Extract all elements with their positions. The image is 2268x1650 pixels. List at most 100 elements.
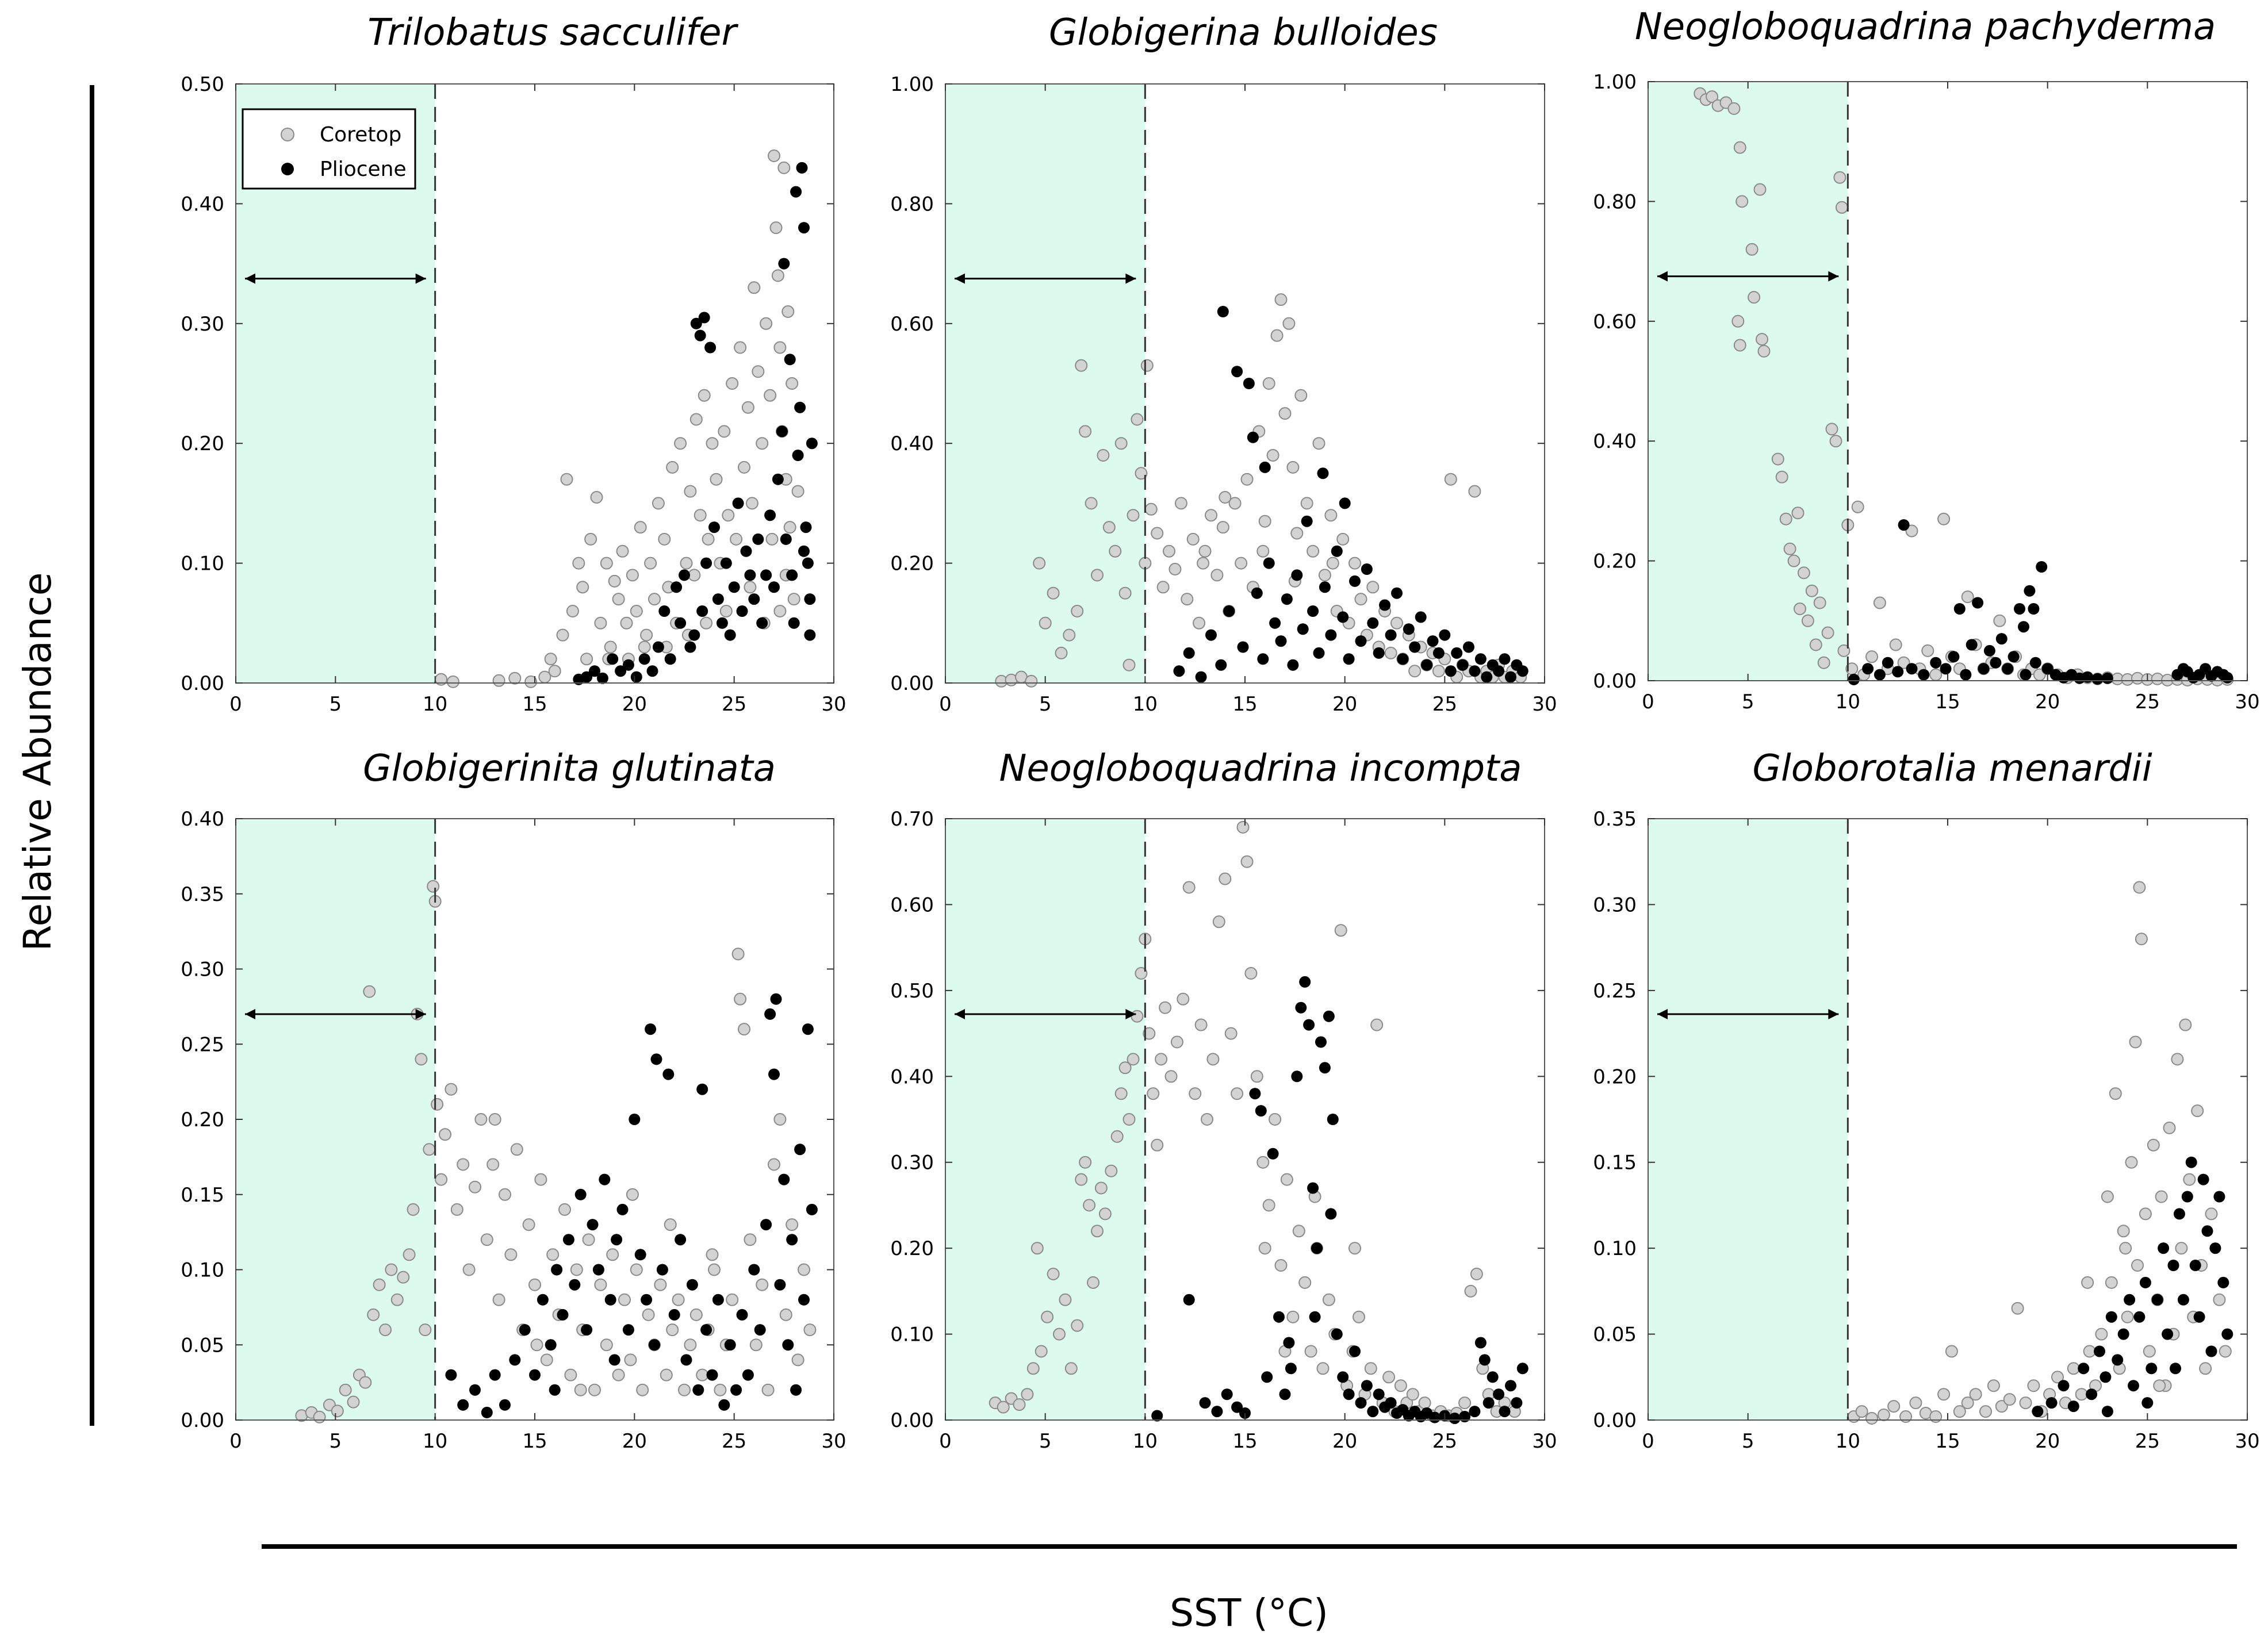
pliocene-point (596, 672, 608, 684)
coretop-point (2117, 1225, 2130, 1238)
x-tick-label: 30 (1532, 693, 1557, 716)
y-tick-label: 0.70 (890, 808, 934, 831)
x-tick-label: 5 (330, 1430, 342, 1453)
coretop-point (1787, 554, 1800, 567)
coretop-point (1464, 1284, 1477, 1298)
coretop-point (1897, 656, 1910, 669)
coretop-point (1292, 1225, 1305, 1238)
pliocene-point (688, 629, 700, 641)
coretop-point (658, 532, 671, 546)
pliocene-point (1275, 635, 1287, 647)
panel-title: Neogloboquadrina incompta (999, 747, 1522, 790)
coretop-point (1829, 435, 1842, 448)
coretop-point (674, 437, 687, 450)
pliocene-point (445, 1369, 457, 1381)
pliocene-point (2146, 1363, 2158, 1375)
y-tick-label: 0.10 (181, 1259, 224, 1282)
pliocene-point (800, 521, 812, 534)
pliocene-point (2105, 1311, 2117, 1323)
coretop-point (680, 557, 693, 570)
pliocene-point (698, 312, 710, 324)
coretop-point (544, 653, 557, 666)
coretop-point (1408, 665, 1422, 678)
coretop-point (761, 1383, 775, 1396)
coretop-point (624, 1353, 637, 1367)
coretop-point (439, 1128, 451, 1141)
pliocene-point (2100, 1371, 2112, 1383)
coretop-point (1354, 593, 1367, 606)
coretop-point (2003, 1393, 2016, 1406)
coretop-point (768, 1158, 780, 1171)
pliocene-point (778, 1173, 790, 1185)
coretop-point (1813, 596, 1826, 609)
coretop-point (580, 653, 593, 666)
pliocene-point (634, 1249, 646, 1261)
coretop-point (1079, 425, 1092, 438)
pliocene-point (2024, 585, 2036, 597)
pliocene-point (696, 605, 708, 617)
y-tick-label: 0.20 (1593, 550, 1637, 573)
pliocene-point (499, 1399, 511, 1411)
pliocene-point (2058, 1380, 2070, 1392)
coretop-point (777, 161, 791, 174)
y-tick-label: 0.10 (1593, 1237, 1637, 1260)
x-tick-label: 10 (1836, 1430, 1860, 1453)
coretop-point (1757, 344, 1771, 358)
pliocene-point (1474, 653, 1487, 665)
range-arrow-head-right (1125, 1008, 1136, 1019)
coretop-point (1348, 1242, 1361, 1255)
pliocene-point (2158, 1242, 2170, 1254)
pliocene-point (1307, 1182, 1319, 1194)
pliocene-point (1367, 617, 1379, 629)
pliocene-point (1978, 663, 1990, 675)
pliocene-point (1151, 1410, 1163, 1422)
coretop-point (749, 1338, 763, 1352)
pliocene-point (754, 1324, 766, 1336)
coretop-point (548, 665, 561, 678)
coretop-point (1013, 1398, 1026, 1411)
coretop-point (1921, 644, 1934, 657)
y-tick-label: 0.25 (1593, 980, 1637, 1003)
pliocene-point (788, 617, 800, 629)
pliocene-point (798, 1294, 810, 1306)
coretop-point (2135, 933, 2148, 946)
pliocene-point (730, 1384, 742, 1396)
pliocene-point (1231, 366, 1243, 378)
y-tick-label: 0.25 (181, 1033, 224, 1056)
legend: Coretop Pliocene (242, 108, 416, 190)
coretop-point (528, 1278, 541, 1291)
coretop-point (1135, 967, 1148, 980)
coretop-point (1801, 614, 1814, 627)
y-tick-label: 0.15 (1593, 1152, 1637, 1175)
coretop-point (1094, 1181, 1108, 1195)
y-tick-label: 0.20 (181, 1108, 224, 1131)
pliocene-point (1323, 1010, 1335, 1022)
coretop-point (1266, 449, 1279, 462)
coretop-point (1307, 544, 1320, 558)
pliocene-point (509, 1354, 521, 1366)
y-tick-label: 0.40 (181, 808, 224, 831)
coretop-point (1324, 509, 1338, 522)
pliocene-point (589, 665, 600, 677)
coretop-point (1118, 586, 1132, 600)
coretop-point (702, 532, 715, 546)
y-tick-label: 0.60 (890, 313, 934, 336)
coretop-point (630, 605, 643, 617)
coretop-point (1244, 967, 1258, 980)
coretop-point (734, 341, 747, 354)
coretop-point (2105, 1276, 2118, 1289)
pliocene-point (1373, 647, 1385, 659)
coretop-point (1756, 333, 1768, 346)
pliocene-point (2151, 1294, 2163, 1306)
panel-neogloboquadrina-pachyderma: Neogloboquadrina pachyderma 0 5 10 15 20 25 30… (1593, 6, 2259, 713)
coretop-point (576, 581, 589, 594)
pliocene-point (652, 641, 664, 653)
coretop-point (1258, 515, 1271, 528)
pliocene-point (2078, 1363, 2090, 1375)
pliocene-point (2082, 671, 2094, 683)
coretop-point (1794, 603, 1806, 615)
pliocene-point (1848, 673, 1860, 685)
coretop-point (738, 461, 750, 474)
coretop-point (626, 1188, 639, 1201)
coretop-point (1041, 1310, 1054, 1323)
